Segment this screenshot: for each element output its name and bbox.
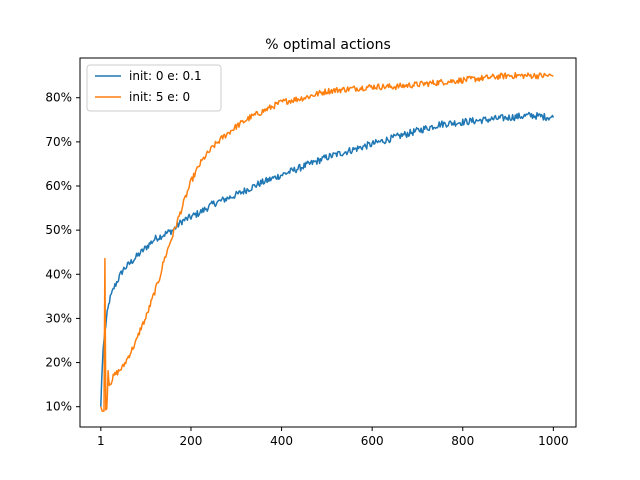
y-tick-label: 10%	[45, 400, 72, 414]
y-tick-label: 20%	[45, 356, 72, 370]
x-tick-label: 600	[361, 434, 384, 448]
y-tick-label: 30%	[45, 311, 72, 325]
y-tick-label: 70%	[45, 135, 72, 149]
x-tick-label: 1	[97, 434, 105, 448]
x-tick-label: 200	[180, 434, 203, 448]
axis-layer: 1 200 400 600 800 1000 10% 20% 30% 40% 50% 60% 70% 80…	[45, 91, 568, 448]
x-tick-label: 1000	[538, 434, 569, 448]
y-tick-label: 80%	[45, 91, 72, 105]
legend: init: 0 e: 0.1 init: 5 e: 0	[86, 64, 222, 112]
x-tick-label: 400	[270, 434, 293, 448]
series-layer	[100, 71, 555, 412]
legend-label-1: init: 0 e: 0.1	[129, 69, 202, 83]
y-tick-label: 60%	[45, 179, 72, 193]
y-tick-label: 40%	[45, 267, 72, 281]
series-line-2	[100, 71, 554, 412]
y-tick-label: 50%	[45, 223, 72, 237]
legend-label-2: init: 5 e: 0	[129, 90, 190, 104]
x-tick-label: 800	[451, 434, 474, 448]
plot-frame	[79, 57, 577, 428]
chart-title: % optimal actions	[265, 37, 391, 53]
